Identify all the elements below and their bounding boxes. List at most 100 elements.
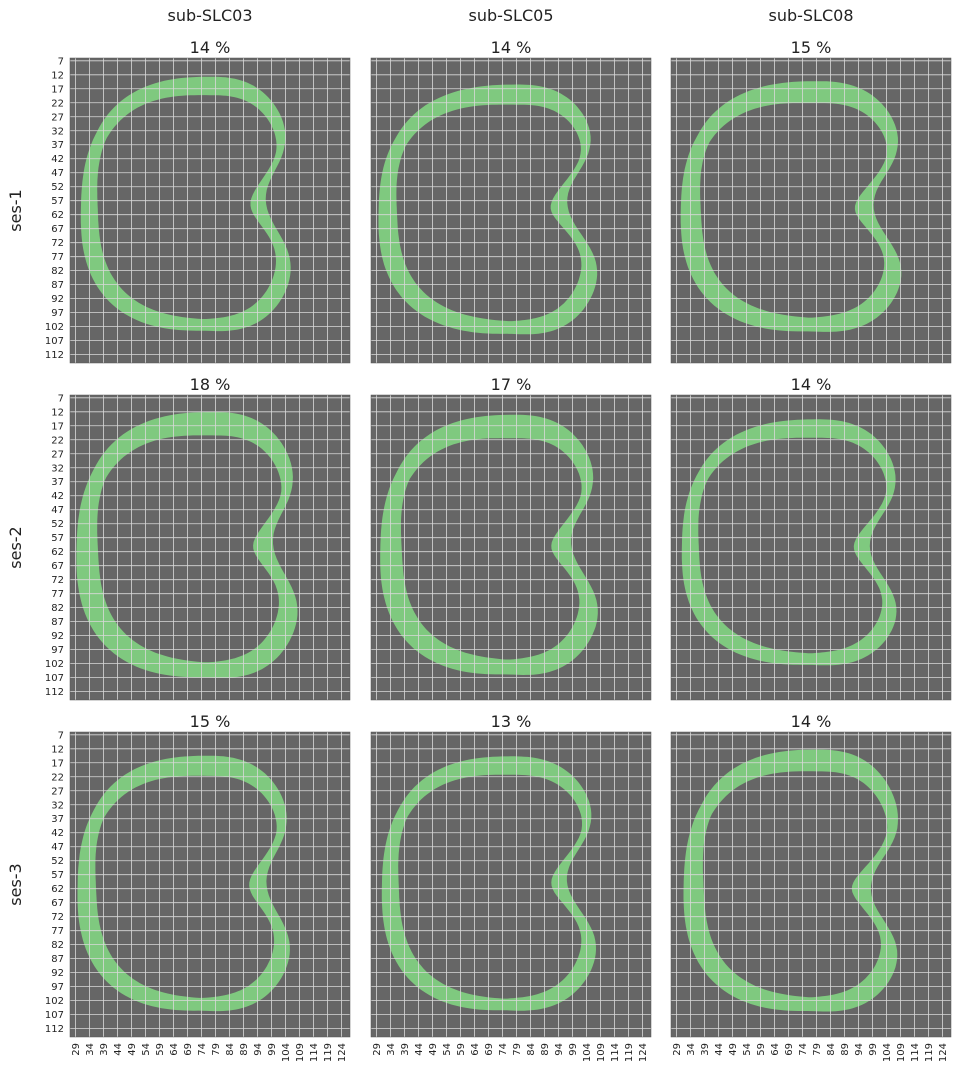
x-tick-label: 94 (554, 1043, 565, 1056)
y-tick-label: 7 (58, 56, 64, 67)
panel: 17 % (370, 375, 652, 701)
x-tick-label: 64 (169, 1043, 180, 1056)
y-tick-label: 42 (51, 154, 64, 165)
x-tick-label: 109 (896, 1043, 907, 1062)
grid (70, 58, 350, 363)
y-tick-label: 27 (51, 449, 64, 460)
panel-border (69, 731, 351, 1038)
panel: 15 % 7 12 17 22 27 32 37 42 47 52 57 62 67 72 77 82 87 92 9… (45, 712, 351, 1062)
x-tick-label: 54 (742, 1043, 753, 1056)
column-header: sub-SLC08 (768, 6, 853, 25)
panel-title: 15 % (791, 38, 832, 57)
y-tick-label: 77 (51, 589, 64, 600)
grid (671, 58, 951, 363)
y-tick-label: 112 (45, 687, 64, 698)
x-tick-label: 104 (281, 1043, 292, 1062)
y-tick-label: 77 (51, 926, 64, 937)
x-tick-label: 74 (798, 1043, 809, 1056)
grid (70, 395, 350, 700)
y-tick-label: 7 (58, 730, 64, 741)
x-tick-label: 94 (854, 1043, 865, 1056)
x-tick-label: 49 (428, 1043, 439, 1056)
x-tick-label: 39 (700, 1043, 711, 1056)
y-tick-label: 107 (45, 336, 64, 347)
x-tick-label: 114 (910, 1043, 921, 1062)
x-tick-label: 99 (868, 1043, 879, 1056)
x-tick-label: 34 (386, 1043, 397, 1056)
y-tick-label: 87 (51, 280, 64, 291)
mask-ring (77, 755, 290, 1012)
y-tick-label: 52 (51, 856, 64, 867)
panel-background (371, 395, 651, 700)
panel-title: 14 % (791, 375, 832, 394)
grid (70, 732, 350, 1037)
y-tick-label: 42 (51, 491, 64, 502)
x-tick-label: 79 (812, 1043, 823, 1056)
x-tick-label: 114 (309, 1043, 320, 1062)
y-tick-label: 92 (51, 294, 64, 305)
x-tick-label: 124 (337, 1043, 348, 1062)
y-tick-label: 87 (51, 617, 64, 628)
y-tick-label: 17 (51, 758, 64, 769)
panel-background (70, 58, 350, 363)
y-tick-label: 102 (45, 659, 64, 670)
y-tick-label: 92 (51, 968, 64, 979)
mask-ring (80, 76, 291, 332)
panel-border (69, 57, 351, 364)
x-tick-label: 34 (686, 1043, 697, 1056)
y-tick-label: 17 (51, 421, 64, 432)
y-tick-label: 27 (51, 786, 64, 797)
x-tick-label: 79 (211, 1043, 222, 1056)
y-tick-label: 107 (45, 1010, 64, 1021)
mask-ring (680, 81, 902, 332)
x-tick-label: 109 (596, 1043, 607, 1062)
mask-ring (76, 412, 298, 678)
x-tick-label: 89 (239, 1043, 250, 1056)
panel-border (670, 57, 952, 364)
x-tick-label: 89 (840, 1043, 851, 1056)
y-tick-label: 62 (51, 884, 64, 895)
y-tick-label: 107 (45, 673, 64, 684)
y-tick-label: 82 (51, 603, 64, 614)
x-tick-label: 94 (253, 1043, 264, 1056)
y-tick-label: 47 (51, 505, 64, 516)
row-header: ses-2 (6, 526, 25, 568)
grid (371, 732, 651, 1037)
panel: 14 % (370, 38, 652, 364)
x-tick-label: 84 (826, 1043, 837, 1056)
x-tick-label: 119 (924, 1043, 935, 1062)
x-tick-label: 84 (526, 1043, 537, 1056)
y-tick-label: 57 (51, 196, 64, 207)
y-tick-label: 67 (51, 898, 64, 909)
panel-title: 18 % (190, 375, 231, 394)
panel: 13 % 29 34 39 44 49 54 59 64 69 74 79 84 89 94 99 104 109… (370, 712, 652, 1062)
y-tick-label: 72 (51, 238, 64, 249)
x-tick-label: 49 (728, 1043, 739, 1056)
x-tick-label: 69 (784, 1043, 795, 1056)
panel-border (370, 731, 652, 1038)
y-tick-label: 77 (51, 252, 64, 263)
y-tick-label: 112 (45, 350, 64, 361)
panel: 14 % 7 12 17 22 27 32 37 42 47 52 57 62 67 72 77 82 87 92 9… (45, 38, 351, 364)
y-tick-label: 37 (51, 814, 64, 825)
panel-border (69, 394, 351, 701)
x-tick-label: 34 (85, 1043, 96, 1056)
x-tick-label: 59 (456, 1043, 467, 1056)
row-header: ses-3 (6, 863, 25, 905)
panel-border (670, 731, 952, 1038)
y-tick-label: 82 (51, 266, 64, 277)
mask-ring (378, 84, 598, 335)
y-tick-label: 92 (51, 631, 64, 642)
x-tick-label: 114 (610, 1043, 621, 1062)
y-tick-label: 42 (51, 828, 64, 839)
x-tick-label: 109 (295, 1043, 306, 1062)
x-tick-label: 104 (882, 1043, 893, 1062)
y-tick-label: 62 (51, 210, 64, 221)
y-tick-label: 22 (51, 772, 64, 783)
panel-title: 17 % (491, 375, 532, 394)
x-tick-label: 44 (414, 1043, 425, 1056)
x-tick-label: 69 (183, 1043, 194, 1056)
x-tick-label: 124 (938, 1043, 949, 1062)
mask-ring (380, 414, 598, 675)
x-tick-label: 104 (582, 1043, 593, 1062)
